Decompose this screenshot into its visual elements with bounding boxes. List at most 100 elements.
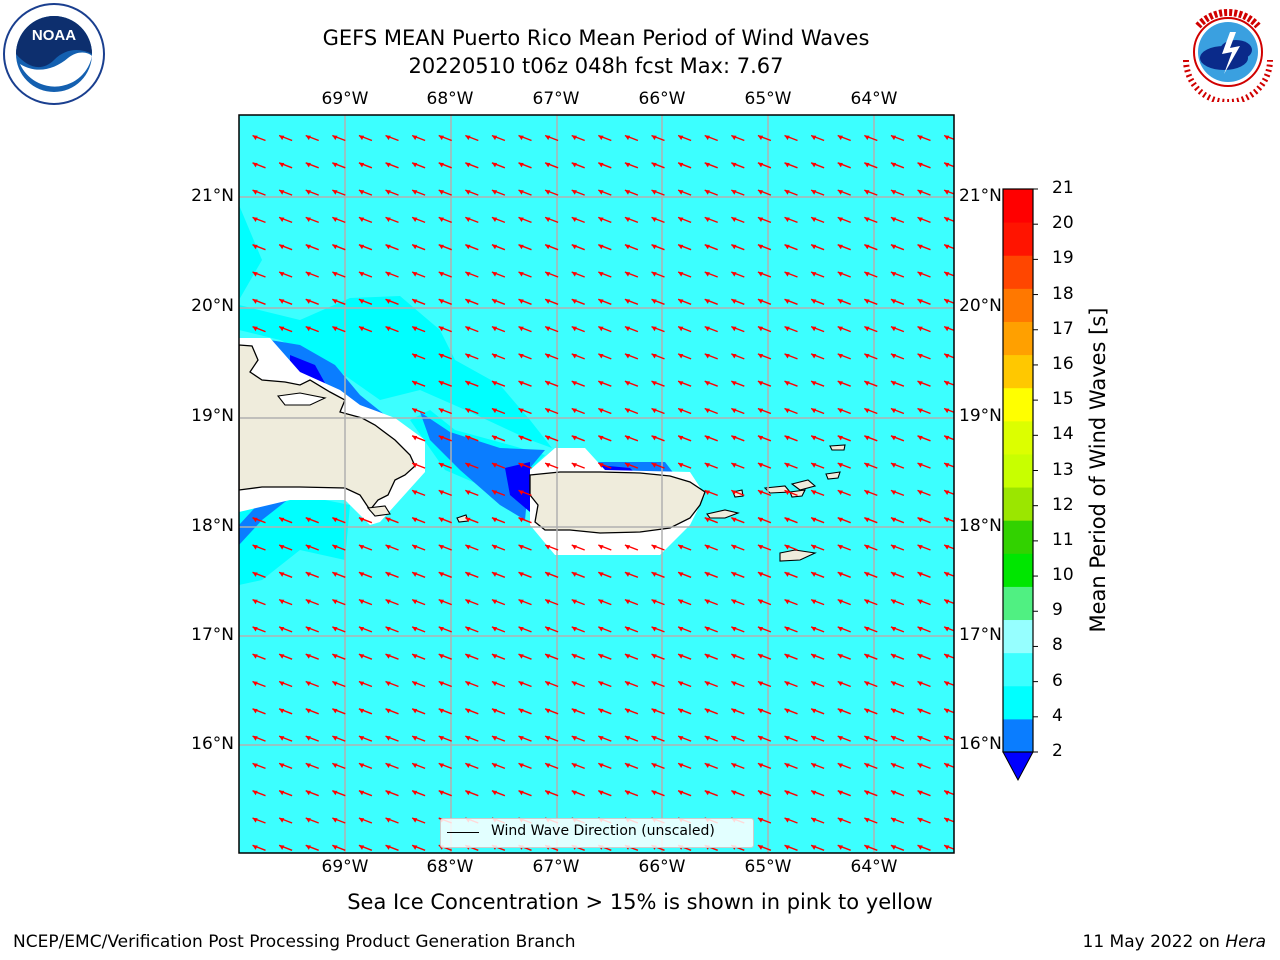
wave-direction-arrow — [411, 790, 426, 797]
wave-direction-arrow — [358, 271, 373, 278]
wave-direction-arrow — [757, 407, 772, 415]
wave-direction-arrow — [917, 571, 931, 578]
wave-direction-arrow — [385, 134, 399, 142]
wave-direction-arrow — [332, 571, 346, 578]
wave-direction-arrow — [864, 189, 878, 196]
wave-direction-arrow — [411, 134, 426, 142]
wave-direction-arrow — [810, 189, 825, 196]
wave-direction-arrow — [598, 325, 612, 333]
wave-direction-arrow — [810, 680, 825, 688]
wave-direction-arrow — [677, 216, 692, 224]
colorbar-tick-label: 20 — [1052, 213, 1074, 234]
wave-direction-arrow — [784, 462, 798, 469]
hispaniola-land — [239, 344, 416, 512]
wave-direction-arrow — [864, 244, 878, 251]
wave-direction-arrow — [332, 598, 346, 606]
wave-direction-arrow — [731, 790, 745, 797]
wave-direction-arrow — [518, 653, 532, 660]
virgin-gorda-island — [825, 471, 841, 480]
wave-direction-arrow — [358, 544, 373, 551]
wave-direction-arrow — [411, 817, 426, 824]
gridlines — [239, 115, 954, 853]
wave-direction-arrow — [917, 544, 931, 551]
wave-direction-arrow — [917, 817, 931, 824]
wave-direction-arrow — [651, 762, 665, 770]
wave-direction-arrow — [704, 790, 718, 797]
wave-direction-arrow — [438, 162, 452, 169]
wave-direction-arrow — [252, 790, 266, 797]
wave-direction-arrow — [943, 462, 954, 468]
wave-direction-arrow — [651, 244, 665, 251]
wave-period-2-4-region — [239, 498, 290, 545]
wave-direction-arrow — [784, 325, 798, 333]
wave-direction-arrow — [837, 380, 851, 387]
wave-direction-arrow — [810, 626, 825, 633]
wave-direction-arrow — [598, 762, 612, 770]
wave-direction-arrow — [731, 626, 745, 633]
wave-direction-arrow — [677, 134, 692, 142]
wave-direction-arrow — [438, 762, 452, 770]
map-frame — [238, 114, 955, 854]
wave-direction-arrow — [465, 134, 479, 142]
wave-direction-arrow — [438, 244, 452, 251]
wave-direction-arrow — [305, 216, 319, 224]
wave-direction-arrow — [943, 844, 954, 850]
wave-direction-arrow — [278, 598, 293, 606]
wave-direction-arrow — [704, 216, 718, 224]
wave-direction-arrow — [491, 517, 506, 524]
wave-direction-arrow — [810, 598, 825, 606]
wave-direction-arrow — [677, 708, 692, 715]
wave-direction-arrow — [917, 680, 931, 688]
wave-direction-arrow — [864, 462, 878, 469]
wave-direction-arrow — [252, 653, 266, 660]
wave-direction-arrow — [837, 762, 851, 770]
wave-direction-arrow — [890, 325, 905, 333]
wave-direction-arrow — [358, 626, 373, 633]
vieques-island — [706, 509, 740, 519]
colorbar-segment — [1003, 487, 1033, 521]
wave-direction-arrow — [571, 407, 585, 415]
wave-direction-arrow — [305, 544, 319, 551]
wave-direction-arrow — [810, 571, 825, 578]
wave-direction-arrow — [278, 298, 293, 305]
wave-direction-arrow — [837, 462, 851, 469]
wave-direction-arrow — [358, 653, 373, 660]
wave-direction-arrow — [465, 489, 479, 497]
wave-direction-arrow — [704, 708, 718, 715]
wave-direction-arrow — [757, 598, 772, 606]
wave-direction-arrow — [598, 735, 612, 742]
wave-direction-arrow — [917, 216, 931, 224]
wave-direction-arrow — [544, 735, 559, 742]
wave-direction-arrow — [491, 407, 506, 415]
wave-direction-arrow — [385, 517, 399, 524]
wave-direction-arrow — [810, 817, 825, 824]
wave-direction-arrow — [810, 325, 825, 333]
wave-direction-arrow — [837, 244, 851, 251]
wave-direction-arrow — [731, 325, 745, 333]
wave-direction-arrow — [438, 735, 452, 742]
wave-direction-arrow — [917, 653, 931, 660]
colorbar-tick-label: 8 — [1052, 635, 1063, 656]
wave-direction-arrow — [332, 244, 346, 251]
wave-direction-arrow — [438, 653, 452, 660]
wave-direction-arrow — [651, 571, 665, 578]
colorbar-tick-label: 11 — [1052, 529, 1074, 550]
wave-direction-arrow — [278, 325, 293, 333]
wave-direction-arrow — [278, 653, 293, 660]
wave-direction-arrow — [544, 435, 559, 442]
wave-direction-arrow — [837, 735, 851, 742]
wave-direction-arrow — [544, 626, 559, 633]
wave-direction-arrow — [571, 544, 585, 551]
wave-direction-arrow — [385, 571, 399, 578]
wave-direction-arrow — [731, 271, 745, 278]
wave-direction-arrow — [837, 544, 851, 551]
colorbar-extension-min — [1002, 751, 1034, 782]
wave-direction-arrow — [864, 216, 878, 224]
wave-direction-arrow — [252, 598, 266, 606]
wave-direction-arrow — [704, 462, 718, 469]
wave-direction-arrow — [864, 162, 878, 169]
wave-direction-arrow — [890, 435, 905, 442]
sea-ice-footnote: Sea Ice Concentration > 15% is shown in … — [347, 890, 933, 914]
wave-direction-arrow — [864, 271, 878, 278]
wave-direction-arrow — [465, 189, 479, 196]
